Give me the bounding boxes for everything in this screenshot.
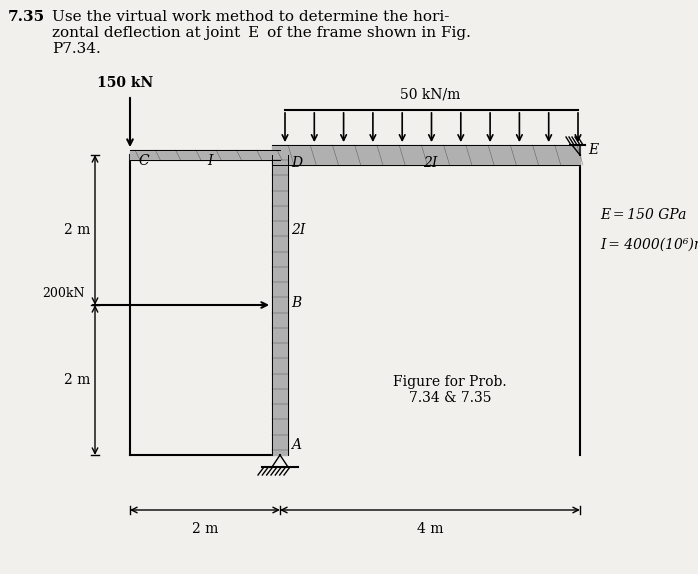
Text: I: I xyxy=(207,154,213,168)
Text: 50 kN/m: 50 kN/m xyxy=(400,88,460,102)
Bar xyxy=(272,155,288,455)
Text: E = 150 GPa: E = 150 GPa xyxy=(600,208,686,222)
Text: A: A xyxy=(291,438,301,452)
Text: B: B xyxy=(291,296,302,310)
Text: 200kN: 200kN xyxy=(43,287,85,300)
Bar xyxy=(272,145,580,165)
Text: 2I: 2I xyxy=(423,156,437,170)
Text: 150 kN: 150 kN xyxy=(97,76,153,90)
Text: D: D xyxy=(291,156,302,170)
Text: 2I: 2I xyxy=(291,223,306,237)
Bar xyxy=(130,150,280,160)
Text: 2 m: 2 m xyxy=(64,223,90,237)
Text: 2 m: 2 m xyxy=(64,373,90,387)
Text: E: E xyxy=(588,143,598,157)
Text: 7.35: 7.35 xyxy=(8,10,45,24)
Text: Use the virtual work method to determine the hori-
zontal deflection at joint  E: Use the virtual work method to determine… xyxy=(52,10,471,56)
Text: 2 m: 2 m xyxy=(192,522,218,536)
Text: Figure for Prob.
7.34 & 7.35: Figure for Prob. 7.34 & 7.35 xyxy=(393,375,507,405)
Text: I = 4000(10⁶)mm⁴: I = 4000(10⁶)mm⁴ xyxy=(600,238,698,252)
Text: C: C xyxy=(138,154,149,168)
Text: 4 m: 4 m xyxy=(417,522,443,536)
